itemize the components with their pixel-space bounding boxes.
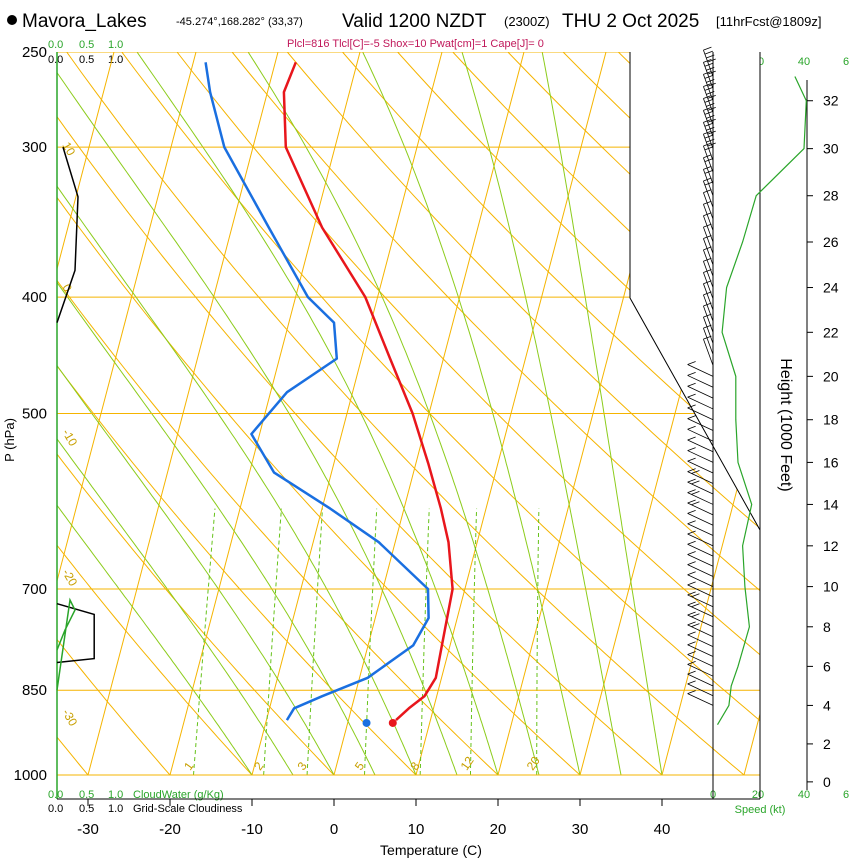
x-tick-label: 20 — [490, 821, 507, 838]
cl-tick-bottom: 0.5 — [79, 803, 94, 815]
height-tick-label: 4 — [823, 697, 831, 713]
x-tick-label: -20 — [159, 821, 181, 838]
height-tick-label: 28 — [823, 188, 839, 204]
pressure-tick-label: 850 — [22, 682, 47, 699]
surface-dewpoint-marker — [363, 719, 371, 727]
height-tick-label: 24 — [823, 280, 839, 296]
speed-axis-label: Speed (kt) — [735, 804, 786, 816]
y-axis-title: P (hPa) — [2, 418, 17, 462]
x-tick-label: 30 — [572, 821, 589, 838]
x-tick-label: 10 — [408, 821, 425, 838]
x-axis-title: Temperature (C) — [380, 842, 482, 858]
valid-utc: (2300Z) — [504, 14, 550, 29]
height-tick-label: 20 — [823, 368, 839, 384]
speed-tick-top: 40 — [798, 56, 810, 68]
cl-tick-bottom: 0.0 — [48, 803, 63, 815]
valid-date: THU 2 Oct 2025 — [562, 11, 699, 32]
x-tick-label: -30 — [77, 821, 99, 838]
height-tick-label: 6 — [823, 658, 831, 674]
station-coords: -45.274°,168.282° (33,37) — [176, 16, 303, 28]
height-tick-label: 22 — [823, 324, 839, 340]
speed-tick-bottom: 40 — [798, 789, 810, 801]
cw-tick-top: 1.0 — [108, 39, 123, 51]
height-tick-label: 12 — [823, 538, 839, 554]
speed-tick-bottom: 6 — [843, 789, 849, 801]
height-tick-label: 16 — [823, 454, 839, 470]
x-tick-label: -10 — [241, 821, 263, 838]
height-tick-label: 10 — [823, 579, 839, 595]
station-dot — [7, 15, 17, 25]
height-tick-label: 8 — [823, 619, 831, 635]
height-tick-label: 26 — [823, 234, 839, 250]
height-tick-label: 32 — [823, 93, 839, 109]
cloudiness-label: Grid-Scale Cloudiness — [133, 803, 243, 815]
height-tick-label: 30 — [823, 141, 839, 157]
height-tick-label: 18 — [823, 412, 839, 428]
cl-tick-top: 0.5 — [79, 54, 94, 66]
indices-line: Plcl=816 Tlcl[C]=-5 Shox=10 Pwat[cm]=1 C… — [287, 38, 544, 50]
cl-tick-bottom: 1.0 — [108, 803, 123, 815]
speed-tick-top: 6 — [843, 56, 849, 68]
pressure-tick-label: 300 — [22, 139, 47, 156]
pressure-tick-label: 400 — [22, 289, 47, 306]
height-tick-label: 2 — [823, 736, 831, 752]
x-tick-label: 40 — [654, 821, 671, 838]
height-axis-title: Height (1000 Feet) — [777, 358, 794, 491]
x-tick-label: 0 — [330, 821, 338, 838]
pressure-tick-label: 1000 — [14, 767, 47, 784]
pressure-tick-label: 700 — [22, 581, 47, 598]
valid-time: Valid 1200 NZDT — [342, 11, 487, 32]
height-tick-label: 0 — [823, 774, 831, 790]
cl-tick-top: 0.0 — [48, 54, 63, 66]
cw-tick-top: 0.5 — [79, 39, 94, 51]
pressure-tick-label: 500 — [22, 406, 47, 423]
forecast-info: [11hrFcst@1809z] — [716, 14, 821, 29]
surface-temperature-marker — [389, 719, 397, 727]
pressure-tick-label: 250 — [22, 44, 47, 61]
station-name: Mavora_Lakes — [22, 11, 147, 32]
cw-tick-top: 0.0 — [48, 39, 63, 51]
height-tick-label: 14 — [823, 496, 839, 512]
